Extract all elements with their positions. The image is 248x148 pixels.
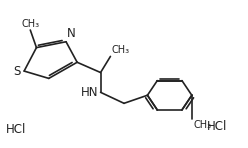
Text: CH₃: CH₃ — [112, 45, 130, 55]
Text: N: N — [67, 26, 76, 40]
Text: HN: HN — [81, 86, 98, 99]
Text: CH₃: CH₃ — [21, 18, 39, 29]
Text: HCl: HCl — [207, 120, 227, 133]
Text: S: S — [13, 65, 20, 78]
Text: HCl: HCl — [6, 123, 26, 136]
Text: CH₃: CH₃ — [193, 120, 211, 130]
